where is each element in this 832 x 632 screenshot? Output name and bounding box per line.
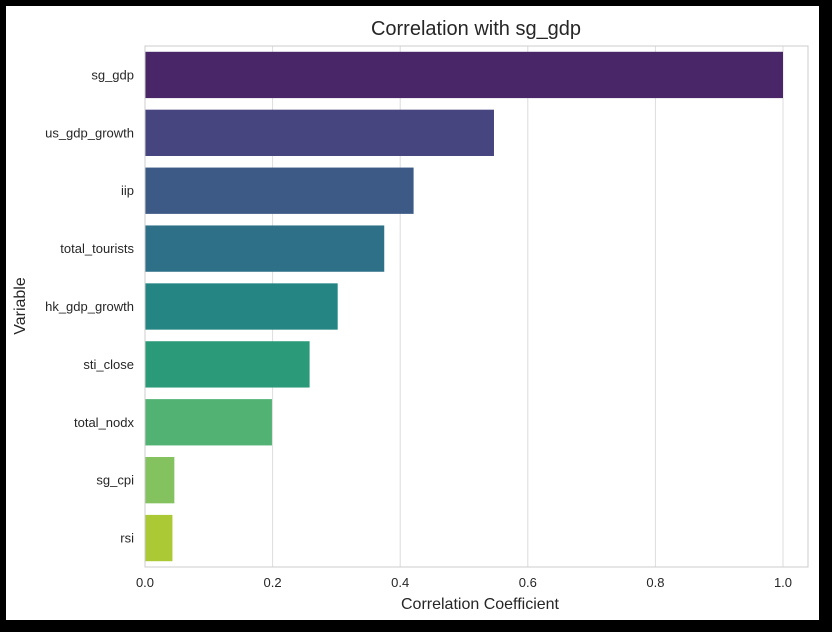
y-tick-label: rsi [120,531,134,546]
bar-sg_cpi [145,457,175,504]
x-tick-label: 0.8 [646,575,664,590]
y-tick-label: total_tourists [60,241,134,256]
x-tick-label: 0.0 [136,575,154,590]
y-tick-label: sg_cpi [96,473,134,488]
y-tick-label: hk_gdp_growth [45,299,134,314]
bar-layer [145,51,783,562]
y-tick-label: iip [121,183,134,198]
plot-frame [144,45,809,568]
bar-hk_gdp_growth [145,283,338,330]
x-tick-label: 0.4 [391,575,409,590]
x-tick-label: 1.0 [774,575,792,590]
bar-sg_gdp [145,51,783,99]
y-tick-label: sti_close [83,357,134,372]
bar-total_nodx [145,399,272,446]
y-axis-label: Variable [12,277,29,335]
bar-us_gdp_growth [145,109,494,156]
x-tick-labels: 0.0 0.2 0.4 0.6 0.8 1.0 [136,575,792,590]
chart-title: Correlation with sg_gdp [371,18,581,40]
bar-sti_close [145,341,310,388]
bar-iip [145,167,414,214]
x-axis-label: Correlation Coefficient [401,596,560,613]
y-tick-label: sg_gdp [91,67,134,82]
y-tick-label: total_nodx [74,415,134,430]
bar-rsi [145,514,173,562]
x-tick-label: 0.6 [519,575,537,590]
x-tick-label: 0.2 [264,575,282,590]
bar-total_tourists [145,225,385,272]
y-tick-label: us_gdp_growth [45,125,134,140]
